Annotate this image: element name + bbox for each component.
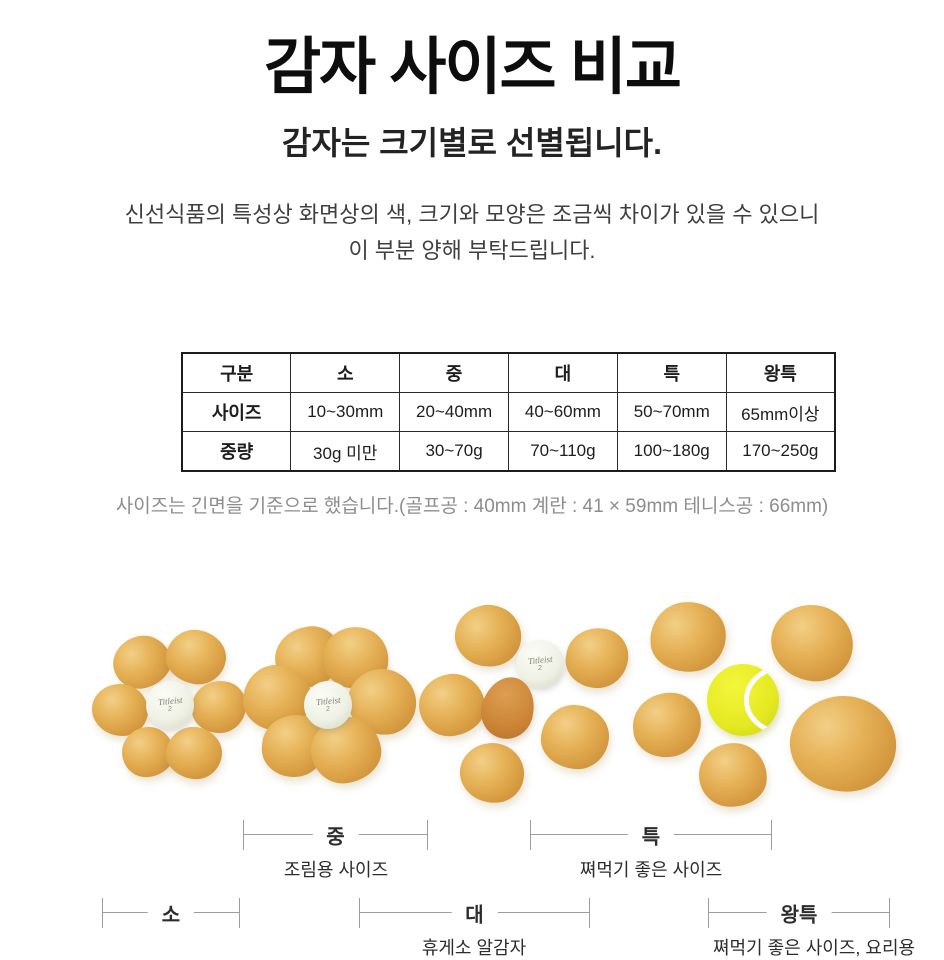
table-row: 사이즈 10~30mm 20~40mm 40~60mm 50~70mm 65mm…	[181, 392, 836, 432]
size-group-label: 대	[451, 898, 498, 928]
size-bracket: 대	[359, 898, 590, 928]
description-line-2: 이 부분 양해 부탁드립니다.	[348, 238, 596, 263]
bracket-tick	[771, 820, 772, 850]
table-header-row: 구분 소 중 대 특 왕특	[181, 352, 836, 393]
size-group-sublabel: 쪄먹기 좋은 사이즈, 요리용	[712, 938, 916, 958]
size-table: 구분 소 중 대 특 왕특 사이즈 10~30mm 20~40mm 40~60m…	[181, 352, 836, 472]
table-cell: 20~40mm	[399, 392, 509, 432]
size-group-label: 특	[627, 820, 675, 850]
size-group-sublabel: 쪄먹기 좋은 사이즈	[579, 860, 723, 880]
table-row: 중량 30g 미만 30~70g 70~110g 100~180g 170~25…	[181, 431, 836, 472]
table-cell: 40~60mm	[507, 392, 618, 432]
table-cell: 30~70g	[399, 431, 509, 472]
table-cell: 50~70mm	[616, 392, 727, 432]
size-group-label: 소	[147, 898, 195, 928]
table-cell: 100~180g	[616, 431, 727, 472]
size-bracket: 왕특	[708, 898, 890, 928]
size-bracket: 소	[102, 898, 240, 928]
table-cell: 170~250g	[725, 431, 836, 472]
bracket-tick	[239, 898, 240, 928]
bracket-tick	[530, 820, 531, 850]
size-group-label: 왕특	[766, 898, 832, 928]
row-header: 중량	[181, 431, 292, 472]
size-group-label: 중	[312, 820, 359, 850]
table-cell: 70~110g	[507, 431, 618, 472]
col-header: 구분	[181, 352, 292, 393]
size-bracket: 특	[530, 820, 772, 850]
bracket-tick	[359, 898, 360, 928]
page-title: 감자 사이즈 비교	[264, 33, 682, 102]
description-line-1: 신선식품의 특성상 화면상의 색, 크기와 모양은 조금씩 차이가 있을 수 있…	[124, 202, 820, 227]
table-cell: 65mm이상	[725, 392, 836, 432]
table-cell: 10~30mm	[290, 392, 401, 432]
col-header: 대	[507, 352, 618, 393]
size-group-sublabel: 휴게소 알감자	[421, 938, 527, 958]
bracket-tick	[589, 898, 590, 928]
size-note: 사이즈는 긴면을 기준으로 했습니다.(골프공 : 40mm 계란 : 41 ×…	[115, 496, 829, 517]
page-subtitle: 감자는 크기별로 선별됩니다.	[282, 125, 662, 161]
bracket-tick	[427, 820, 428, 850]
bracket-tick	[889, 898, 890, 928]
bracket-tick	[102, 898, 103, 928]
bracket-tick	[708, 898, 709, 928]
size-table-container: 구분 소 중 대 특 왕특 사이즈 10~30mm 20~40mm 40~60m…	[181, 352, 836, 472]
size-group-sublabel: 조림용 사이즈	[283, 860, 389, 880]
row-header: 사이즈	[181, 392, 292, 432]
col-header: 왕특	[725, 352, 836, 393]
size-bracket: 중	[243, 820, 428, 850]
bracket-tick	[243, 820, 244, 850]
